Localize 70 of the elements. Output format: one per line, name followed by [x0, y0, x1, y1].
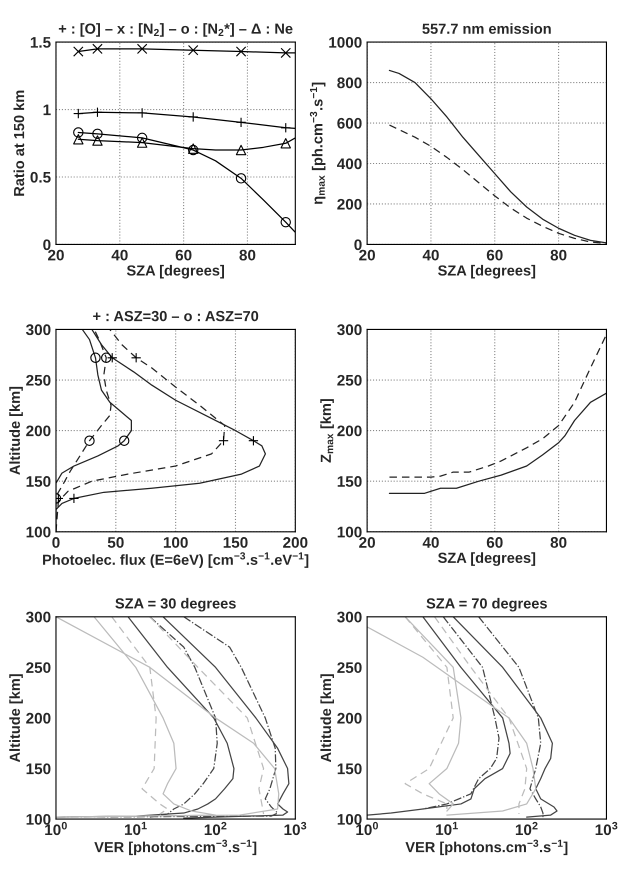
chart-title: SZA = 70 degrees — [426, 598, 547, 612]
x-axis-title: SZA [degrees] — [438, 552, 536, 566]
x-tick-label: 150 — [224, 537, 248, 548]
x-axis-title: VER [photons.cm$^{−3}$.s$^{−1}$] — [94, 840, 256, 856]
y-tick-label: 150 — [338, 763, 362, 774]
y-tick-label: 250 — [337, 662, 362, 674]
y-tick-label: 300 — [337, 612, 362, 622]
x-tick-label: 10$^{2}$ — [204, 822, 226, 836]
y-tick-label: 800 — [337, 77, 362, 88]
x-tick-label: 50 — [108, 537, 124, 548]
x-tick-label: 20 — [359, 537, 375, 548]
x-tick-label: 10$^{3}$ — [596, 822, 618, 836]
y-tick-label: 200 — [337, 712, 362, 724]
y-tick-label: 200 — [26, 425, 50, 436]
x-tick-label: 80 — [550, 537, 566, 548]
x-tick-label: 10$^{2}$ — [516, 822, 538, 836]
x-tick-label: 10$^{1}$ — [436, 822, 458, 836]
y-tick-label: 100 — [26, 814, 50, 825]
x-axis-title: VER [photons.cm$^{−3}$.s$^{−1}$] — [405, 840, 568, 856]
x-tick-label: 40 — [422, 250, 439, 261]
x-tick-label: 60 — [176, 250, 192, 261]
x-tick-label: 40 — [422, 537, 439, 548]
x-tick-label: 100 — [164, 537, 188, 548]
y-tick-label: 0 — [43, 239, 50, 250]
x-axis-title: Photoelec. flux (E=6eV) [cm$^{−3}$.s$^{−1}$.eV$^{−1}$] — [43, 552, 308, 568]
y-tick-label: 600 — [337, 118, 362, 129]
y-tick-label: 300 — [337, 324, 362, 336]
y-tick-label: 200 — [26, 712, 50, 724]
x-axis-title: SZA [degrees] — [126, 264, 224, 279]
y-axis-title: Altitude [km] — [320, 674, 334, 762]
chart-title: + : [O] – x : [N$_{2}$] – o : [N$_{2}$*] – Δ : Ne — [58, 23, 293, 37]
y-axis-title: Altitude [km] — [9, 674, 23, 762]
x-axis-title: SZA [degrees] — [438, 264, 536, 279]
y-tick-label: 150 — [26, 763, 50, 774]
y-axis-title: Z$_{max}$ [km] — [320, 399, 334, 463]
y-tick-label: 1 — [44, 104, 51, 116]
y-tick-label: 200 — [337, 198, 362, 210]
x-tick-label: 60 — [486, 537, 503, 548]
y-tick-label: 100 — [338, 814, 362, 825]
y-tick-label: 200 — [337, 425, 362, 436]
y-tick-label: 300 — [26, 612, 50, 622]
x-tick-label: 60 — [486, 250, 503, 261]
x-tick-label: 80 — [239, 250, 256, 261]
x-tick-label: 80 — [550, 250, 566, 261]
y-tick-label: 100 — [338, 526, 362, 538]
y-tick-label: 150 — [338, 476, 362, 487]
x-tick-label: 10$^{3}$ — [284, 822, 306, 836]
y-tick-label: 1000 — [329, 36, 362, 48]
y-tick-label: 300 — [26, 324, 50, 336]
y-axis-title: η$_{max}$ [ph.cm$^{−3}$.s$^{−1}$] — [310, 82, 326, 204]
chart-title: + : ASZ=30 – o : ASZ=70 — [93, 310, 258, 322]
y-tick-label: 0 — [354, 239, 362, 250]
x-tick-label: 20 — [359, 250, 375, 261]
y-tick-label: 250 — [337, 374, 362, 386]
x-tick-label: 20 — [48, 250, 64, 261]
y-axis-title: Ratio at 150 km — [14, 90, 24, 196]
x-tick-label: 200 — [283, 537, 308, 548]
y-tick-label: 400 — [337, 158, 362, 170]
y-tick-label: 100 — [26, 526, 50, 538]
x-tick-label: 10$^{1}$ — [124, 822, 147, 836]
x-tick-label: 0 — [52, 537, 60, 548]
y-tick-label: 250 — [26, 374, 50, 386]
y-tick-label: 150 — [26, 476, 50, 487]
chart-title: 557.7 nm emission — [422, 23, 551, 34]
chart-title: SZA = 30 degrees — [115, 598, 236, 612]
y-tick-label: 250 — [26, 662, 50, 674]
y-tick-label: 0.5 — [30, 172, 51, 183]
x-tick-label: 40 — [112, 250, 128, 261]
y-tick-label: 1.5 — [30, 37, 51, 48]
y-axis-title: Altitude [km] — [9, 386, 23, 475]
